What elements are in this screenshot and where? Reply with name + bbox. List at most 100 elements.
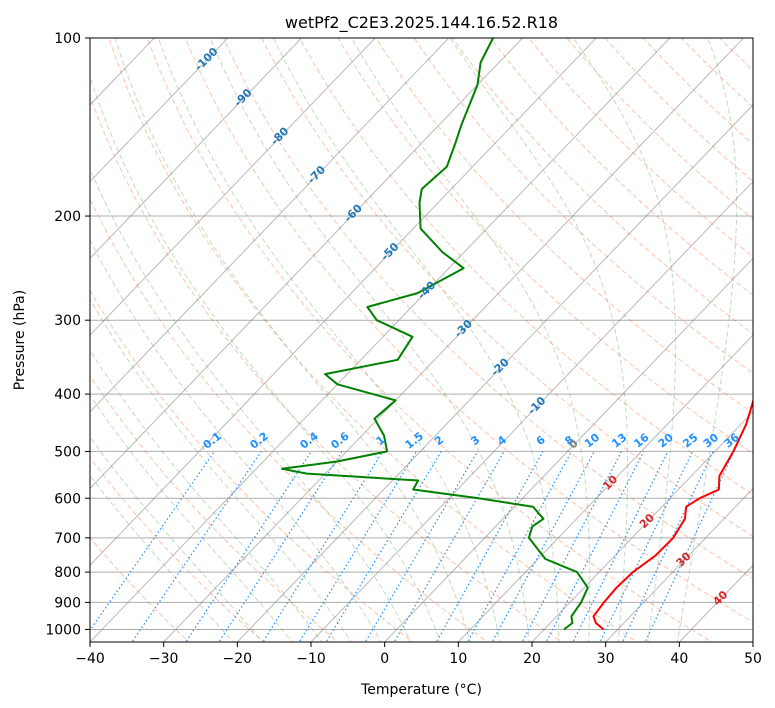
- dry-adiabat-line: [642, 38, 753, 145]
- moist-adiabat-line: [90, 167, 412, 642]
- isotherm-line: [678, 564, 753, 642]
- mixing-ratio-line: [131, 451, 262, 642]
- mixing-ratio-line: [364, 451, 479, 642]
- x-tick-label: 40: [670, 651, 688, 667]
- dry-adiabat-line: [451, 38, 753, 335]
- mixing-ratio-line: [90, 451, 215, 632]
- moist-adiabat-line: [114, 38, 471, 642]
- mixing-ratio-line: [466, 451, 573, 642]
- dry-adiabat-line: [680, 38, 753, 108]
- y-tick-label: 100: [54, 31, 81, 47]
- mixing-ratio-line: [545, 451, 645, 642]
- mixing-ratio-label: 0.2: [248, 430, 271, 452]
- dry-adiabat-line: [108, 38, 638, 642]
- mixing-ratio-label: 0.6: [328, 429, 352, 451]
- dry-adiabat-line: [528, 38, 753, 258]
- x-tick-label: 50: [744, 651, 762, 667]
- dry-adiabat-label: 0: [566, 437, 581, 452]
- x-axis-label: Temperature (°C): [360, 682, 482, 698]
- y-tick-label: 400: [54, 387, 81, 403]
- mixing-ratio-label: 3: [468, 433, 482, 448]
- dry-adiabat-line: [747, 27, 775, 644]
- background-lines: [90, 27, 775, 644]
- dry-adiabat-line: [489, 38, 753, 296]
- isotherm-line: [90, 38, 450, 413]
- x-tick-label: 30: [597, 651, 615, 667]
- isotherm-line: [236, 104, 753, 642]
- mixing-ratio-line: [185, 451, 312, 642]
- dry-adiabat-line: [337, 38, 753, 455]
- isotherm-line: [90, 38, 524, 490]
- isotherm-line: [604, 487, 753, 642]
- dry-adiabat-line: [299, 38, 753, 496]
- mixing-ratio-label: 6: [534, 433, 548, 448]
- dry-adiabat-line: [90, 374, 339, 642]
- y-tick-label: 200: [54, 209, 81, 225]
- y-tick-label: 900: [54, 595, 81, 611]
- dry-adiabat-label: 10: [600, 472, 620, 492]
- x-tick-label: 10: [449, 651, 467, 667]
- moist-adiabat-line: [449, 38, 629, 642]
- isotherm-line: [457, 334, 753, 642]
- mixing-ratio-label: 36: [722, 431, 742, 451]
- chart-title: wetPf2_C2E3.2025.144.16.52.R18: [285, 13, 558, 33]
- isotherm-line: [90, 38, 229, 183]
- mixing-ratio-line: [491, 451, 595, 642]
- isotherm-line: [90, 38, 671, 642]
- y-axis-label: Pressure (hPa): [12, 290, 28, 390]
- mixing-ratio-label: 16: [631, 431, 651, 451]
- y-tick-label: 800: [54, 565, 81, 581]
- moist-adiabat-line: [90, 349, 323, 642]
- isotherm-line: [531, 411, 753, 642]
- mixing-ratio-label: 2: [432, 433, 446, 448]
- dry-adiabat-label: 40: [710, 588, 730, 608]
- isotherm-line: [752, 641, 753, 642]
- x-tick-label: −30: [149, 651, 179, 667]
- mixing-ratio-label: 4: [495, 433, 509, 448]
- moist-adiabat-line: [90, 394, 293, 642]
- mixing-ratio-line: [435, 451, 544, 642]
- mixing-ratio-line: [621, 451, 714, 642]
- dry-adiabat-line: [261, 38, 753, 537]
- y-axis: 100 200 300 400 500 600 700 800 900 1000: [45, 31, 90, 638]
- temperature-profile-line: [592, 398, 753, 631]
- y-tick-label: 1000: [45, 622, 81, 638]
- dry-adiabat-line: [413, 38, 753, 374]
- x-axis: −40 −30 −20 −10 0 10 20 30 40 50: [75, 642, 762, 667]
- mixing-ratio-line: [298, 451, 418, 642]
- isotherm-line: [90, 38, 303, 260]
- dry-adiabat-line: [718, 38, 753, 71]
- moist-adiabat-line: [209, 38, 530, 642]
- y-tick-label: 600: [54, 491, 81, 507]
- moist-adiabat-line: [90, 239, 382, 642]
- mixing-ratio-line: [572, 451, 669, 642]
- y-tick-label: 500: [54, 444, 81, 460]
- dry-adiabat-line: [604, 38, 753, 182]
- dewpoint-profile-line: [281, 38, 589, 631]
- dry-adiabat-line: [90, 95, 564, 642]
- moist-adiabat-line: [157, 38, 501, 642]
- isotherm-line: [90, 38, 597, 566]
- x-tick-label: 20: [523, 651, 541, 667]
- dry-adiabat-line: [146, 38, 713, 642]
- dry-adiabat-line: [222, 38, 753, 580]
- mixing-ratio-line: [393, 451, 505, 642]
- plot-frame: [89, 37, 754, 643]
- dry-adiabat-line: [566, 38, 753, 220]
- moist-adiabat-line: [90, 75, 441, 642]
- isotherm-line: [162, 38, 745, 642]
- dry-adiabat-line: [90, 456, 265, 642]
- mixing-ratio-label: 0.4: [297, 429, 321, 451]
- isotherm-line: [383, 257, 753, 642]
- mixing-ratio-line: [325, 451, 442, 642]
- mixing-ratio-label: 13: [609, 431, 629, 451]
- profile-lines: [281, 38, 753, 631]
- y-tick-label: 700: [54, 531, 81, 547]
- dry-adiabat-line: [375, 38, 753, 414]
- mixing-ratio-line: [644, 451, 735, 642]
- x-tick-label: −40: [75, 651, 105, 667]
- mixing-ratio-line: [521, 451, 623, 642]
- isotherm-line: [310, 180, 753, 642]
- x-tick-label: 0: [380, 651, 389, 667]
